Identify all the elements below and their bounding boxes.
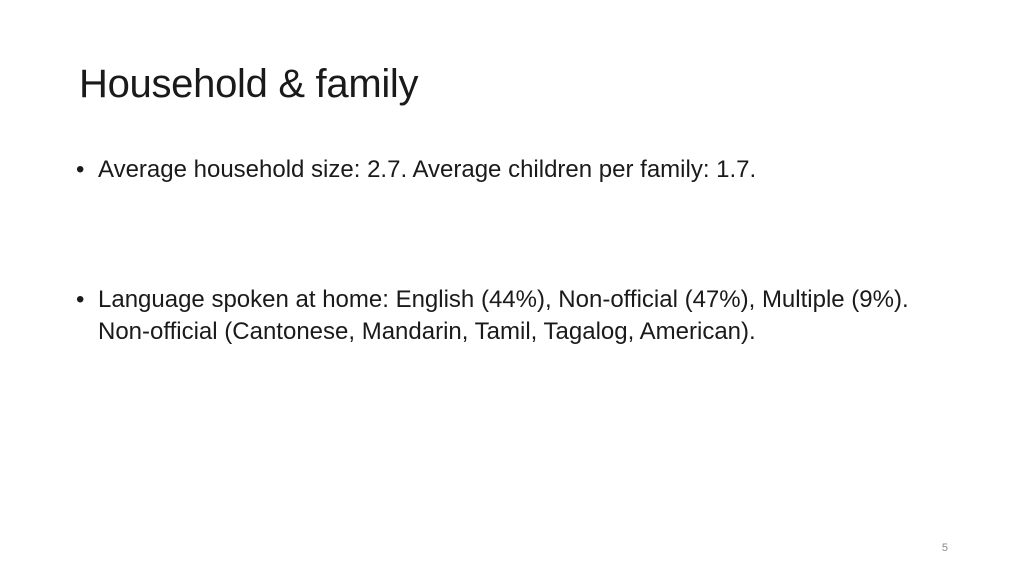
bullet-list: • Average household size: 2.7. Average c…	[76, 154, 956, 348]
bullet-marker: •	[76, 286, 85, 313]
bullet-marker: •	[76, 156, 85, 183]
page-number: 5	[941, 542, 948, 554]
bullet-text: Average household size: 2.7. Average chi…	[98, 156, 757, 183]
slide-title: Household & family	[79, 62, 419, 106]
bullet-item-household: • Average household size: 2.7. Average c…	[76, 154, 956, 186]
bullet-text: Language spoken at home: English (44%), …	[98, 286, 909, 345]
bullet-item-language: • Language spoken at home: English (44%)…	[76, 284, 956, 348]
